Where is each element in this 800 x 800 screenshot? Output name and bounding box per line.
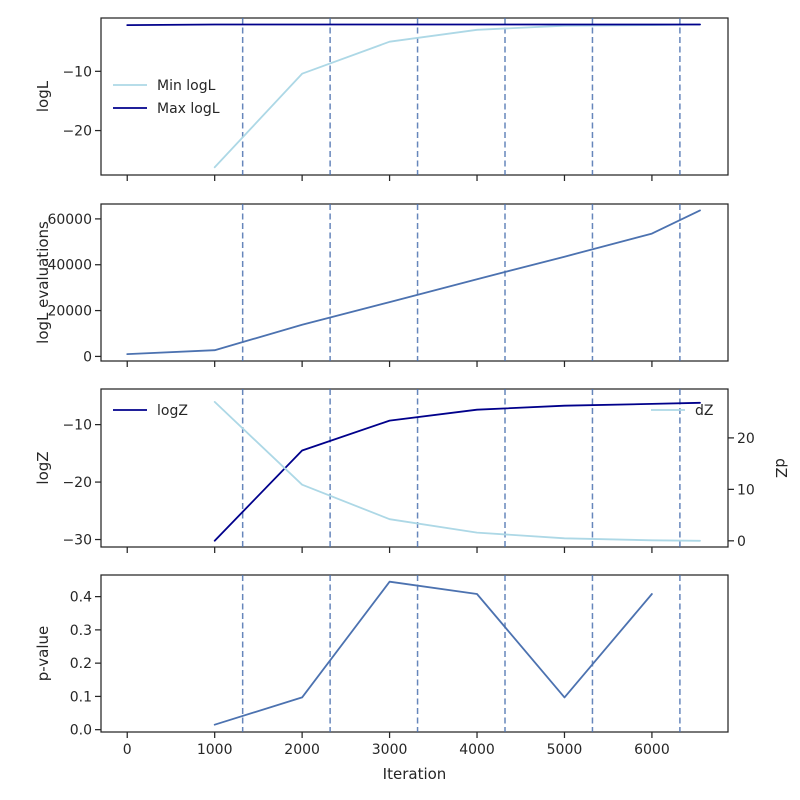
legend-label: logZ (157, 403, 188, 419)
y2-tick-label: 10 (737, 482, 755, 498)
panel-logl: −20 −10 logL Min logL Max logL (34, 17, 729, 181)
series-line-values (213, 580, 653, 726)
plot-frame (100, 17, 729, 176)
y-tick-label: 40000 (47, 258, 92, 274)
y-tick-label: −20 (62, 124, 92, 140)
x-tick-label: 1000 (197, 742, 233, 758)
y-axis-label: p-value (34, 626, 52, 682)
legend-label: Max logL (157, 101, 220, 117)
y2-axis-label: dZ (772, 458, 790, 478)
plot-frame (100, 203, 729, 362)
y-tick-label: 0.2 (70, 656, 92, 672)
y-tick-label: 0 (83, 349, 92, 365)
plot-frame (100, 574, 729, 733)
series-line-max-logl (126, 23, 701, 27)
series-line-min-logl (213, 23, 701, 169)
y-axis-label: logL evaluations (34, 221, 52, 344)
y-axis-label: logL (34, 80, 52, 112)
y-tick-label: −30 (62, 533, 92, 549)
series-line-logz (213, 401, 701, 542)
y-tick-label: 0.3 (70, 623, 92, 639)
series-line-dz (213, 400, 701, 542)
y-tick-label: 60000 (47, 212, 92, 228)
x-tick-label: 4000 (459, 742, 495, 758)
panel-p-value: 0.0 0.1 0.2 0.3 0.4 0 1000 2000 3000 4000 5000 6000… (34, 574, 729, 783)
y-tick-label: −10 (62, 64, 92, 80)
x-tick-label: 0 (123, 742, 132, 758)
x-axis-label: Iteration (383, 765, 447, 783)
x-tick-label: 2000 (284, 742, 320, 758)
y-axis-label: logZ (34, 451, 52, 484)
y-tick-label: −20 (62, 475, 92, 491)
legend-label: Min logL (157, 78, 216, 94)
y-tick-label: 20000 (47, 304, 92, 320)
y-tick-label: 0.1 (70, 689, 92, 705)
x-tick-label: 6000 (634, 742, 670, 758)
y2-tick-label: 0 (737, 534, 746, 550)
y2-tick-label: 20 (737, 431, 755, 447)
series-line-values (126, 209, 701, 356)
x-tick-label: 3000 (372, 742, 408, 758)
plot-frame (100, 388, 729, 548)
y-tick-label: 0.4 (70, 590, 92, 606)
panel-logz: −30 −20 −10 0 10 20 logZ dZ logZ dZ (34, 388, 790, 553)
y-tick-label: −10 (62, 418, 92, 434)
y-tick-label: 0.0 (70, 723, 92, 739)
x-tick-label: 5000 (547, 742, 583, 758)
legend-label: dZ (695, 403, 713, 419)
